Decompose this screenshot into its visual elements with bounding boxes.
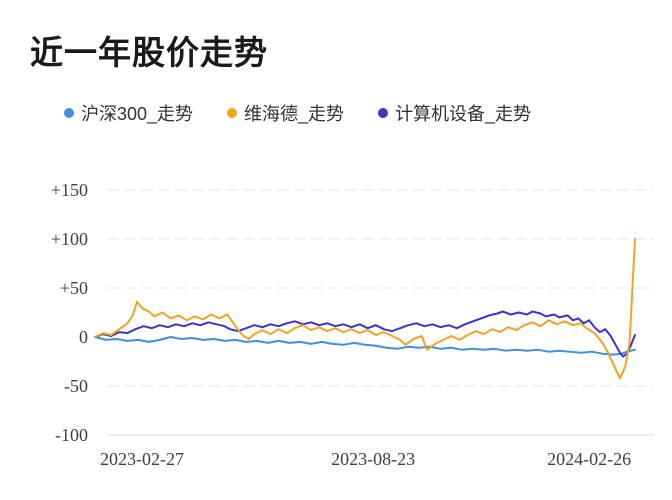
legend: 沪深300_走势 维海德_走势 计算机设备_走势 <box>64 102 531 124</box>
y-axis-label: +150 <box>50 180 88 200</box>
y-axis-label: +50 <box>59 278 88 298</box>
x-axis-label: 2023-08-23 <box>331 449 416 469</box>
series-line-2 <box>94 310 636 358</box>
series-line-0 <box>94 336 636 356</box>
legend-item-0[interactable]: 沪深300_走势 <box>64 100 193 126</box>
x-axis-label: 2023-02-27 <box>99 449 184 469</box>
page-title: 近一年股价走势 <box>30 34 268 71</box>
y-axis-label: 0 <box>79 327 88 347</box>
legend-dot-icon <box>378 108 389 118</box>
x-axis-label: 2024-02-26 <box>547 449 632 469</box>
legend-item-2[interactable]: 计算机设备_走势 <box>378 100 531 126</box>
legend-item-label: 沪深300_走势 <box>81 104 194 124</box>
series-line-1 <box>94 238 636 380</box>
legend-dot-icon <box>227 108 238 118</box>
y-axis-label: -100 <box>55 425 88 445</box>
y-axis-label: +100 <box>50 229 88 249</box>
legend-dot-icon <box>64 108 74 118</box>
legend-item-1[interactable]: 维海德_走势 <box>227 100 344 126</box>
y-axis-label: -50 <box>64 376 88 396</box>
legend-item-label: 计算机设备_走势 <box>395 104 532 124</box>
legend-item-label: 维海德_走势 <box>244 104 345 124</box>
